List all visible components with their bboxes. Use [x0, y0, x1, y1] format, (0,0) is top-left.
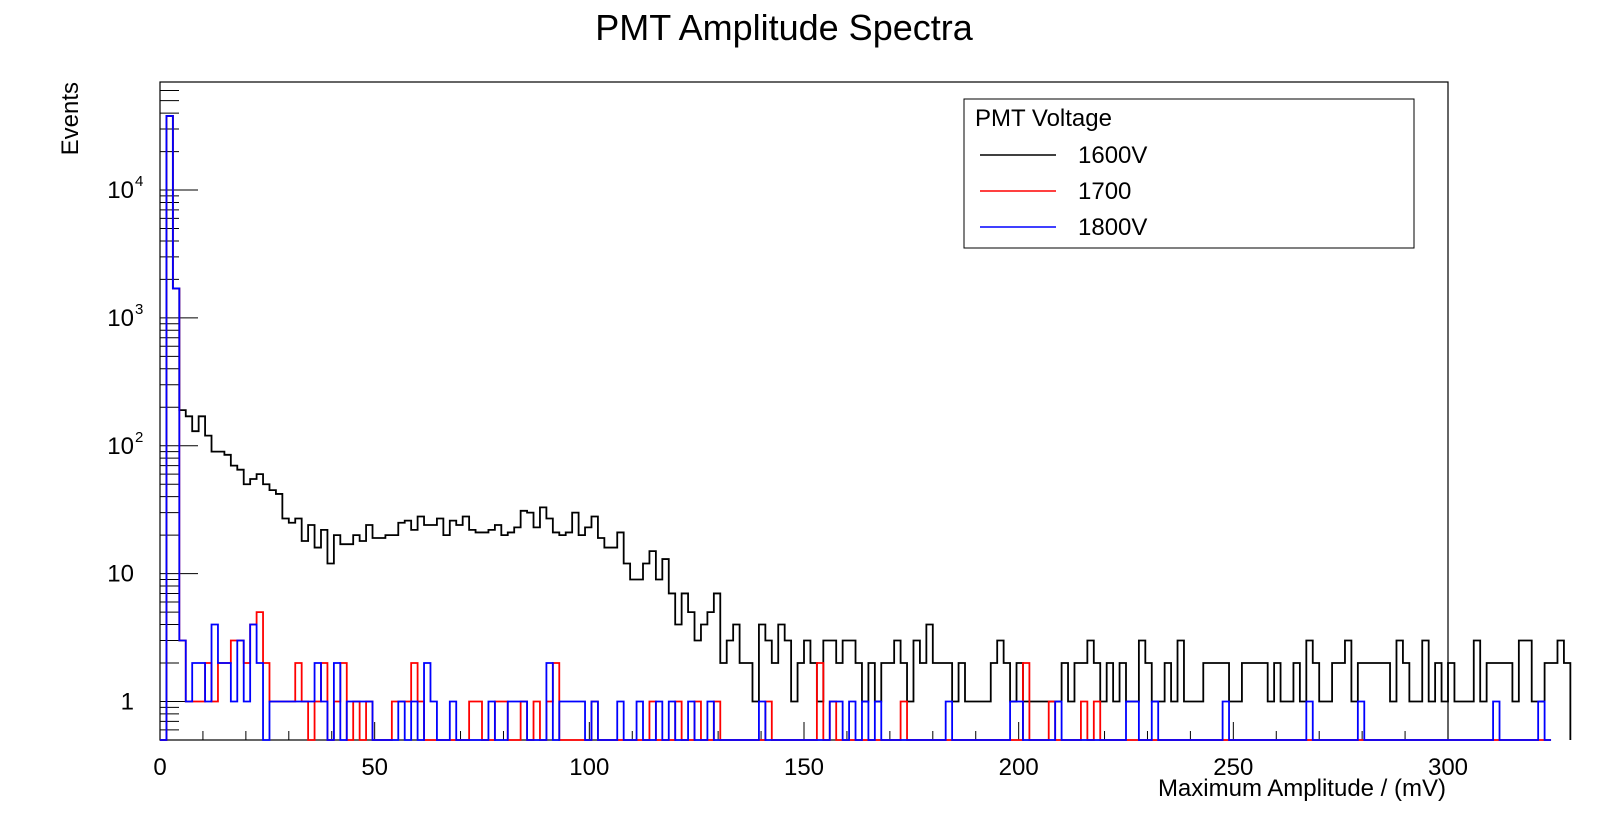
x-tick-label: 200	[999, 754, 1039, 781]
y-tick-label: 10	[107, 433, 134, 460]
x-tick-label: 50	[361, 754, 388, 781]
legend-box	[963, 98, 1415, 249]
legend-entry-1800v: 1800V	[1078, 214, 1147, 241]
x-tick-label: 250	[1213, 754, 1253, 781]
histogram-series	[160, 115, 1572, 741]
x-tick-label: 0	[153, 754, 166, 781]
y-tick-exponent: 2	[135, 429, 143, 446]
y-tick-label: 10	[107, 561, 134, 588]
y-tick-label: 1	[121, 689, 134, 716]
x-axis-label: Maximum Amplitude / (mV)	[1158, 775, 1446, 802]
x-tick-label: 150	[784, 754, 824, 781]
legend-entry-1700: 1700	[1078, 178, 1131, 205]
x-tick-label: 300	[1428, 754, 1468, 781]
y-tick-exponent: 3	[135, 301, 143, 318]
y-tick-exponent: 4	[135, 173, 143, 190]
y-tick-label: 10	[107, 305, 134, 332]
legend: PMT Voltage 1600V 1700 1800V	[963, 98, 1415, 249]
legend-title: PMT Voltage	[975, 105, 1112, 132]
y-axis-label: Events	[57, 82, 84, 155]
series-1800v	[160, 115, 1552, 741]
legend-entry-1600v: 1600V	[1078, 142, 1147, 169]
x-tick-label: 100	[569, 754, 609, 781]
chart-title: PMT Amplitude Spectra	[595, 7, 973, 48]
y-tick-label: 10	[107, 177, 134, 204]
